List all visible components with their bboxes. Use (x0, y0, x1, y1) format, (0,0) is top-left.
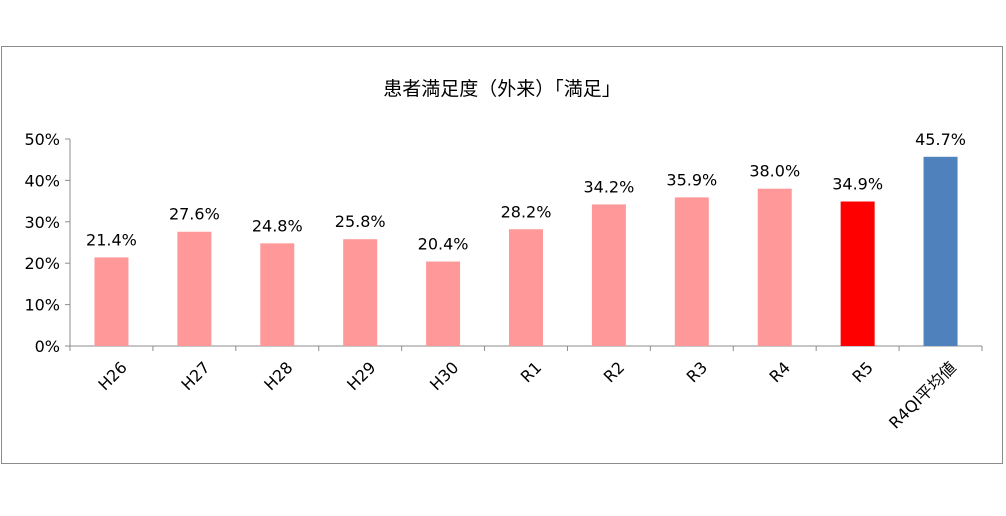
data-label: 38.0% (749, 162, 800, 181)
data-label: 45.7% (915, 130, 966, 149)
bar (94, 257, 129, 346)
data-label: 35.9% (666, 170, 717, 189)
data-labels: 21.4% 27.6% 24.8% 25.8% 20.4% 28.2% 34.2% 35.9%… (86, 130, 966, 254)
data-label: 25.8% (335, 212, 386, 231)
bar (426, 261, 461, 346)
data-label: 27.6% (169, 205, 220, 224)
category-labels: H26 H27 H28 H29 H30 R1 R2 R3 R4 R5 R4QI平均値 (94, 358, 959, 433)
bar (840, 201, 875, 346)
data-label: 21.4% (86, 230, 137, 249)
y-tick-label: 50% (24, 130, 60, 149)
axes: 0% 10% 20% 30% 40% 50% (24, 130, 983, 356)
bars (94, 156, 958, 346)
bar (757, 188, 792, 346)
bar (177, 231, 212, 346)
y-tick-label: 40% (24, 171, 60, 190)
category-label: R3 (683, 358, 711, 386)
data-label: 20.4% (418, 235, 469, 254)
chart-frame: 患者満足度（外来）「満足」 0% 10% 20% 30% 40% 50% 21.4% 27.… (1, 46, 1003, 464)
bar (260, 243, 295, 346)
data-label: 34.9% (832, 175, 883, 194)
y-tick-label: 10% (24, 296, 60, 315)
data-label: 28.2% (501, 202, 552, 221)
category-label: H28 (260, 358, 296, 394)
data-label: 34.2% (583, 177, 634, 196)
category-label: R5 (848, 358, 876, 386)
bar (343, 239, 378, 346)
category-label: H30 (426, 358, 462, 394)
category-label: R4 (766, 358, 794, 386)
y-tick-label: 0% (35, 337, 60, 356)
bar-chart: 患者満足度（外来）「満足」 0% 10% 20% 30% 40% 50% 21.4% 27.… (24, 78, 983, 433)
category-label: R1 (517, 358, 545, 386)
bar (509, 229, 543, 346)
bar (923, 156, 958, 346)
y-tick-label: 20% (24, 254, 60, 273)
chart-title: 患者満足度（外来）「満足」 (383, 78, 621, 100)
bar (674, 197, 709, 346)
category-label: H26 (94, 358, 130, 394)
category-label: R4QI平均値 (885, 358, 960, 433)
bar (591, 204, 626, 346)
category-label: R2 (600, 358, 628, 386)
category-label: H27 (177, 358, 213, 394)
y-tick-label: 30% (24, 213, 60, 232)
category-label: H29 (343, 358, 379, 394)
data-label: 24.8% (252, 216, 303, 235)
